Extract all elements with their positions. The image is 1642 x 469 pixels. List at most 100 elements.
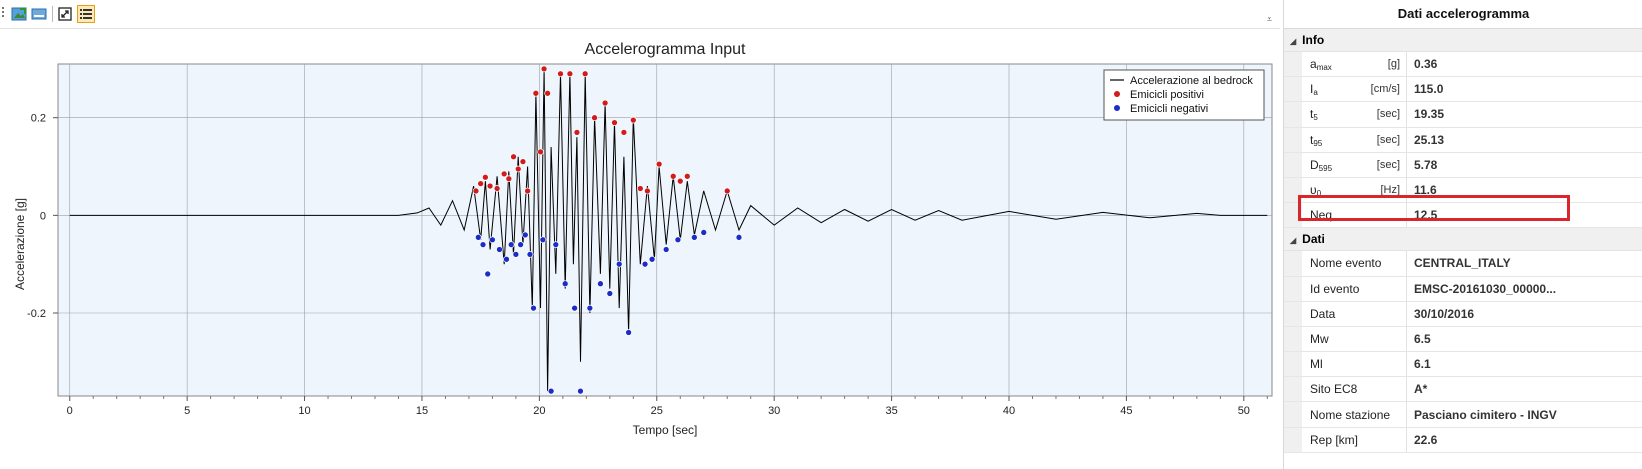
y-tick-label: -0.2 [27, 308, 46, 320]
property-name: Ia [cm/s] [1302, 77, 1407, 102]
properties-panel: Dati accelerogramma ◢ Info a max [g] 0.36 Ia [… [1283, 0, 1642, 469]
row-gutter [1284, 102, 1302, 127]
negative-point [484, 270, 492, 278]
property-value[interactable]: 30/10/2016 [1414, 306, 1475, 321]
property-value[interactable]: Pasciano cimitero - INGV [1414, 407, 1557, 422]
property-value[interactable]: 6.5 [1414, 331, 1431, 346]
property-value[interactable]: CENTRAL_ITALY [1414, 256, 1511, 271]
positive-point [636, 185, 644, 192]
property-row[interactable]: Sito EC8 A* [1284, 377, 1642, 403]
property-row[interactable]: Rep [km] 22.6 [1284, 427, 1642, 453]
positive-point [486, 182, 494, 190]
property-row[interactable]: t95 [sec] 25.13 [1284, 127, 1642, 153]
property-name: Ml [1302, 352, 1407, 377]
negative-point [674, 236, 682, 244]
negative-point [571, 304, 578, 312]
category-dati[interactable]: ◢ Dati [1284, 228, 1642, 252]
property-symbol: Ia [1310, 82, 1318, 98]
export-image-icon[interactable] [10, 5, 28, 23]
row-gutter [1284, 377, 1302, 402]
positive-point [524, 187, 531, 195]
property-row[interactable]: Nome evento CENTRAL_ITALY [1284, 251, 1642, 277]
property-value[interactable]: 115.0 [1414, 82, 1444, 97]
property-unit: [cm/s] [1370, 83, 1400, 96]
property-value[interactable]: 25.13 [1414, 132, 1445, 147]
property-value[interactable]: 5.78 [1414, 157, 1438, 172]
category-label: Info [1302, 33, 1325, 47]
property-value[interactable]: 6.1 [1414, 357, 1431, 372]
positive-point [500, 170, 508, 178]
property-subscript: max [1316, 63, 1332, 73]
negative-point [662, 246, 670, 253]
chart-area: ⩡ Accelerogramma Input 0 5 10 15 20 25 30 35 40 4… [0, 5, 1280, 437]
positive-point [505, 175, 513, 183]
property-unit: [Hz] [1380, 184, 1400, 197]
category-label: Dati [1302, 232, 1325, 247]
negative-point [517, 241, 524, 248]
property-unit: [sec] [1376, 133, 1400, 146]
legend-label: Accelerazione al bedrock [1130, 75, 1253, 87]
property-name: Mw [1302, 326, 1407, 352]
property-row[interactable]: D595 [sec] 5.78 [1284, 152, 1642, 178]
x-tick-label: 35 [885, 405, 897, 417]
y-tick-label: 0.2 [31, 113, 46, 125]
property-row[interactable]: t5 [sec] 19.35 [1284, 102, 1642, 128]
chart-title: Accelerogramma Input [585, 41, 747, 58]
property-value[interactable]: 0.36 [1414, 57, 1438, 72]
x-tick-label: 25 [651, 405, 663, 417]
row-gutter [1284, 352, 1302, 377]
positive-point [655, 160, 663, 168]
property-row[interactable]: Ia [cm/s] 115.0 [1284, 77, 1642, 103]
property-name: amax [g] [1302, 52, 1407, 77]
property-subscript: 5 [1313, 113, 1318, 123]
panel-title: Dati accelerogramma [1284, 0, 1642, 29]
property-row[interactable]: Ml 6.1 [1284, 352, 1642, 378]
property-name: D595 [sec] [1302, 152, 1407, 177]
property-unit: [g] [1387, 58, 1400, 71]
positive-point [557, 70, 564, 78]
legend-list-icon[interactable] [77, 5, 95, 23]
series-line-bedrock [69, 68, 1268, 392]
category-info[interactable]: ◢ Info [1284, 29, 1642, 52]
property-name: υ0 [Hz] [1302, 177, 1407, 203]
legend-box [1103, 69, 1265, 121]
property-row[interactable]: Data 30/10/2016 [1284, 301, 1642, 327]
row-gutter [1284, 52, 1302, 77]
toolbar-grip[interactable] [2, 7, 5, 21]
x-tick-label: 5 [184, 405, 190, 417]
property-value[interactable]: EMSC-20161030_00000... [1414, 281, 1557, 296]
x-tick-label: 0 [67, 405, 73, 417]
monitor-icon[interactable] [30, 5, 48, 23]
fullscreen-icon[interactable] [56, 5, 74, 23]
property-value[interactable]: A* [1414, 382, 1428, 397]
property-row[interactable]: Mw 6.5 [1284, 326, 1642, 353]
property-row[interactable]: Nome stazione Pasciano cimitero - INGV [1284, 402, 1642, 428]
negative-point [479, 241, 487, 248]
property-row[interactable]: Id evento EMSC-20161030_00000... [1284, 276, 1642, 302]
row-gutter [1284, 276, 1302, 301]
toolbar-overflow-icon[interactable]: ⩡ [1266, 14, 1272, 24]
positive-point [482, 173, 489, 181]
property-subscript: 95 [1313, 138, 1323, 148]
property-row[interactable]: amax [g] 0.36 [1284, 52, 1642, 78]
property-name: Data [1302, 301, 1407, 326]
negative-point [507, 241, 515, 248]
property-name: Sito EC8 [1302, 377, 1407, 402]
positive-point [493, 185, 501, 192]
property-subscript: a [1313, 88, 1318, 98]
row-gutter [1284, 152, 1302, 177]
property-value[interactable]: 22.6 [1414, 432, 1438, 447]
positive-point [519, 158, 527, 165]
chart-legend: Accelerazione al bedrock Emicicli positiv… [1103, 69, 1265, 121]
property-subscript: 0 [1316, 189, 1322, 199]
positive-point [683, 172, 691, 180]
collapse-arrow-icon[interactable]: ◢ [1290, 236, 1297, 246]
property-name: Rep [km] [1302, 427, 1407, 452]
property-subscript: 595 [1318, 163, 1333, 173]
collapse-arrow-icon[interactable]: ◢ [1290, 37, 1297, 46]
property-row[interactable]: υ0 [Hz] 11.6 [1284, 177, 1642, 204]
property-value[interactable]: 19.35 [1414, 107, 1445, 122]
row-gutter [1284, 326, 1302, 352]
negative-point [586, 304, 594, 312]
property-value[interactable]: 11.6 [1414, 183, 1437, 198]
